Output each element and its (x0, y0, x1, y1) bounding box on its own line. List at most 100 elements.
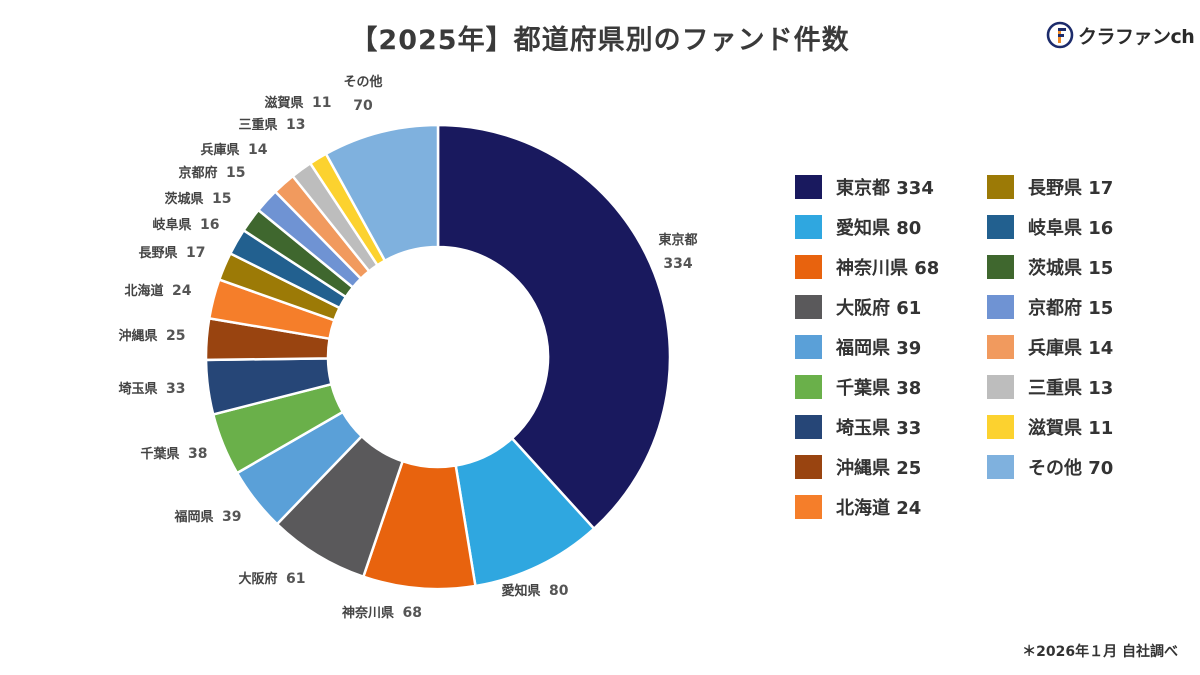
data-label-name: 神奈川県 (342, 605, 399, 621)
data-label-name: 岐阜県 (152, 217, 196, 233)
legend-item-千葉県[interactable]: 千葉県 38 (795, 372, 921, 402)
data-label-name: 茨城県 (164, 191, 208, 207)
legend-item-京都府[interactable]: 京都府 15 (987, 292, 1113, 322)
legend-label: その他 70 (1028, 458, 1114, 479)
footnote: ＊2026年１月 自社調べ (1022, 644, 1178, 660)
legend-label: 愛知県 80 (836, 218, 922, 239)
legend-item-沖縄県[interactable]: 沖縄県 25 (795, 452, 921, 482)
legend-label: 滋賀県 11 (1028, 418, 1114, 439)
data-label: 滋賀県 11 (264, 95, 331, 111)
legend-label: 沖縄県 25 (836, 458, 922, 479)
data-label: 愛知県 80 (501, 583, 568, 599)
data-label-value: 70 (353, 98, 373, 114)
legend-item-滋賀県[interactable]: 滋賀県 11 (987, 412, 1113, 442)
legend-swatch (987, 295, 1014, 319)
data-label-value: 80 (549, 583, 569, 599)
legend-swatch (795, 415, 822, 439)
legend-label: 福岡県 39 (836, 338, 922, 359)
legend-label: 大阪府 61 (836, 298, 922, 319)
legend-item-長野県[interactable]: 長野県 17 (987, 172, 1113, 202)
data-label-name: 沖縄県 (118, 328, 162, 344)
data-label-name: その他 (343, 74, 382, 90)
logo-text: クラファンch (1078, 25, 1195, 48)
data-label-value: 15 (226, 165, 245, 181)
legend-label: 千葉県 38 (836, 378, 922, 399)
brand-logo[interactable]: クラファンch (1046, 20, 1195, 50)
data-label-name: 滋賀県 (264, 95, 308, 111)
data-label: 千葉県 38 (140, 446, 207, 462)
legend-item-大阪府[interactable]: 大阪府 61 (795, 292, 921, 322)
legend-swatch (795, 495, 822, 519)
data-label-name: 京都府 (178, 165, 222, 181)
legend-item-福岡県[interactable]: 福岡県 39 (795, 332, 921, 362)
legend-swatch (987, 255, 1014, 279)
data-label-value: 13 (286, 117, 305, 133)
data-label-name: 千葉県 (140, 446, 184, 462)
legend-label: 埼玉県 33 (836, 418, 922, 439)
data-label-name: 三重県 (238, 117, 282, 133)
data-label-name: 長野県 (138, 246, 182, 261)
data-label: 福岡県 39 (173, 509, 241, 525)
data-label-value: 61 (286, 571, 305, 587)
data-label-name: 埼玉県 (118, 381, 162, 397)
legend-label: 神奈川県 68 (836, 258, 940, 279)
chart-title: 【2025年】都道府県別のファンド件数 (350, 25, 850, 56)
legend-item-北海道[interactable]: 北海道 24 (795, 492, 921, 522)
legend-label: 京都府 15 (1028, 298, 1114, 319)
chart-legend: 東京都 334 愛知県 80 神奈川県 68 大阪府 61 福岡県 39 千葉県 38 埼玉… (795, 172, 1135, 532)
data-label-name: 兵庫県 (200, 142, 244, 158)
legend-swatch (987, 455, 1014, 479)
legend-label: 茨城県 15 (1028, 258, 1114, 279)
data-label-name: 北海道 (124, 283, 168, 299)
legend-item-埼玉県[interactable]: 埼玉県 33 (795, 412, 921, 442)
legend-swatch (987, 215, 1014, 239)
legend-label: 北海道 24 (836, 498, 922, 519)
data-label-value: 68 (403, 605, 422, 621)
legend-swatch (987, 175, 1014, 199)
legend-item-愛知県[interactable]: 愛知県 80 (795, 212, 921, 242)
legend-item-東京都[interactable]: 東京都 334 (795, 172, 934, 202)
data-label: 三重県 13 (238, 117, 305, 133)
data-label-value: 15 (212, 191, 231, 207)
legend-item-神奈川県[interactable]: 神奈川県 68 (795, 252, 939, 282)
legend-item-岐阜県[interactable]: 岐阜県 16 (987, 212, 1113, 242)
legend-swatch (795, 455, 822, 479)
legend-label: 三重県 13 (1028, 378, 1114, 399)
legend-label: 東京都 334 (836, 178, 934, 199)
legend-swatch (795, 255, 822, 279)
slice-その他[interactable] (324, 123, 440, 263)
legend-swatch (987, 375, 1014, 399)
legend-label: 岐阜県 16 (1028, 218, 1114, 239)
legend-item-兵庫県[interactable]: 兵庫県 14 (987, 332, 1113, 362)
legend-swatch (795, 375, 822, 399)
data-label-value: 17 (186, 245, 205, 261)
legend-swatch (987, 335, 1014, 359)
data-label-value: 25 (166, 328, 185, 344)
data-label: 岐阜県 16 (152, 217, 219, 233)
legend-label: 長野県 17 (1028, 178, 1114, 199)
data-label-value: 334 (663, 256, 692, 272)
data-label: 大阪府 61 (238, 571, 305, 587)
slice-group (204, 123, 672, 591)
legend-swatch (795, 295, 822, 319)
legend-item-その他[interactable]: その他 70 (987, 452, 1113, 482)
legend-item-三重県[interactable]: 三重県 13 (987, 372, 1113, 402)
data-label: 茨城県 15 (164, 191, 231, 207)
f-circle-logo-icon (1046, 21, 1074, 49)
data-label-value: 24 (172, 283, 192, 299)
legend-swatch (795, 335, 822, 359)
slice-東京都[interactable] (436, 123, 672, 531)
legend-swatch (795, 215, 822, 239)
data-label-value: 33 (166, 381, 185, 397)
data-label-name: 東京都 (658, 232, 697, 248)
legend-item-茨城県[interactable]: 茨城県 15 (987, 252, 1113, 282)
data-label: 北海道 24 (124, 283, 191, 299)
legend-swatch (795, 175, 822, 199)
data-label-value: 14 (248, 142, 268, 158)
data-label-value: 16 (200, 217, 219, 233)
data-label: 沖縄県 25 (118, 328, 185, 344)
data-label-group: 東京都 334 愛知県 80 神奈川県 68 大阪府 61 福岡県 39 千葉県 38 埼玉県… (118, 74, 697, 621)
legend-swatch (987, 415, 1014, 439)
data-label-value: 38 (188, 446, 207, 462)
